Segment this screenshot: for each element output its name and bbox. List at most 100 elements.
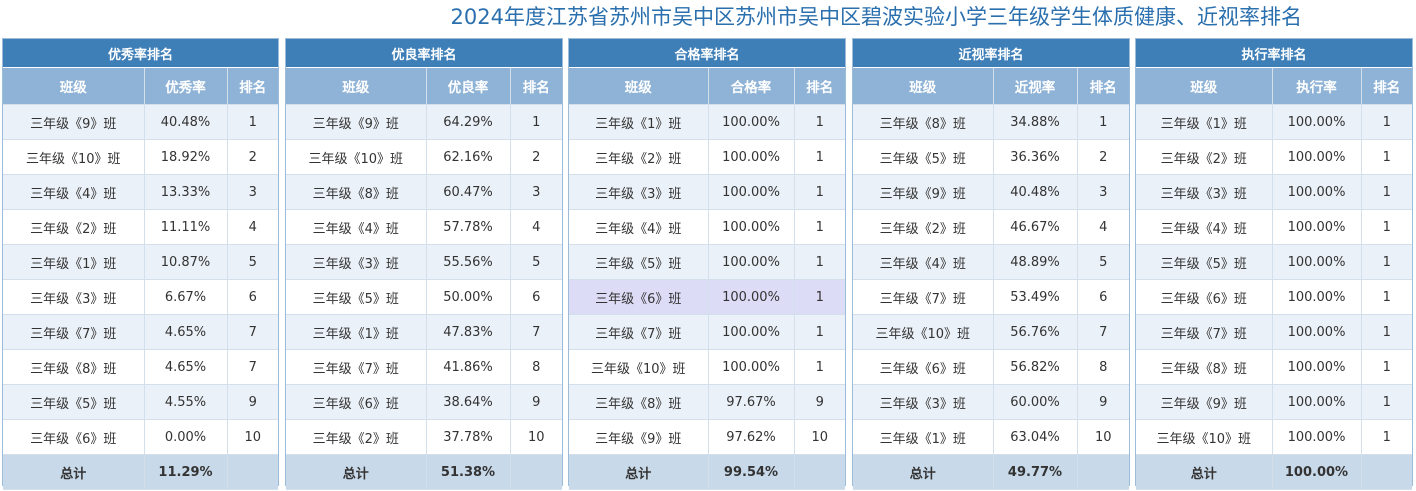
table-row[interactable]: 三年级《3》班 55.56% 5: [286, 244, 562, 280]
table-row[interactable]: 三年级《4》班 57.78% 4: [286, 209, 562, 245]
table-row[interactable]: 三年级《2》班 100.00% 1: [1136, 139, 1412, 175]
column-header-class[interactable]: 班级: [853, 67, 994, 105]
table-row[interactable]: 三年级《1》班 100.00% 1: [1136, 104, 1412, 140]
column-header-rate[interactable]: 近视率: [993, 67, 1078, 105]
table-row[interactable]: 三年级《2》班 46.67% 4: [853, 209, 1129, 245]
rate-cell: 55.56%: [426, 244, 511, 280]
rate-cell: 100.00%: [708, 244, 795, 280]
table-row[interactable]: 三年级《1》班 10.87% 5: [3, 244, 278, 280]
table-row[interactable]: 三年级《5》班 50.00% 6: [286, 279, 562, 315]
table-row[interactable]: 三年级《1》班 63.04% 10: [853, 419, 1129, 455]
class-cell: 三年级《4》班: [853, 244, 994, 280]
table-row-highlighted[interactable]: 三年级《6》班 100.00% 1: [569, 279, 845, 315]
table-row[interactable]: 三年级《10》班 18.92% 2: [3, 139, 278, 175]
table-row[interactable]: 三年级《2》班 100.00% 1: [569, 139, 845, 175]
table-row[interactable]: 三年级《5》班 36.36% 2: [853, 139, 1129, 175]
table-row[interactable]: 三年级《7》班 100.00% 1: [569, 314, 845, 350]
class-cell: 三年级《2》班: [1136, 139, 1273, 175]
ranking-table: 合格率排名 班级 合格率 排名 三年级《1》班 100.00% 1 三年级《2》班 1…: [569, 39, 845, 490]
class-cell: 三年级《5》班: [853, 139, 994, 175]
table-row[interactable]: 三年级《5》班 100.00% 1: [1136, 244, 1412, 280]
table-row[interactable]: 三年级《8》班 4.65% 7: [3, 349, 278, 385]
column-header-class[interactable]: 班级: [3, 67, 145, 105]
column-header-rank[interactable]: 排名: [510, 67, 562, 105]
rate-cell: 13.33%: [144, 174, 228, 210]
table-row[interactable]: 三年级《10》班 56.76% 7: [853, 314, 1129, 350]
rank-cell: 2: [1077, 139, 1129, 175]
panel-title: 近视率排名: [853, 39, 1129, 68]
table-row[interactable]: 三年级《3》班 100.00% 1: [1136, 174, 1412, 210]
column-header-rate[interactable]: 执行率: [1272, 67, 1362, 105]
column-header-class[interactable]: 班级: [286, 67, 427, 105]
class-cell: 三年级《2》班: [569, 139, 709, 175]
rank-cell: 5: [227, 244, 278, 280]
table-row[interactable]: 三年级《8》班 60.47% 3: [286, 174, 562, 210]
column-header-rank[interactable]: 排名: [227, 67, 278, 105]
table-row[interactable]: 三年级《6》班 0.00% 10: [3, 419, 278, 455]
ranking-table: 优良率排名 班级 优良率 排名 三年级《9》班 64.29% 1 三年级《10》班 6…: [286, 39, 562, 490]
ranking-table: 执行率排名 班级 执行率 排名 三年级《1》班 100.00% 1 三年级《2》班 1…: [1136, 39, 1412, 490]
table-row[interactable]: 三年级《2》班 11.11% 4: [3, 209, 278, 245]
table-row[interactable]: 三年级《9》班 100.00% 1: [1136, 384, 1412, 420]
column-header-rank[interactable]: 排名: [1361, 67, 1412, 105]
rank-cell: 10: [794, 419, 845, 455]
table-row[interactable]: 三年级《10》班 62.16% 2: [286, 139, 562, 175]
table-row[interactable]: 三年级《4》班 100.00% 1: [569, 209, 845, 245]
table-row[interactable]: 三年级《6》班 100.00% 1: [1136, 279, 1412, 315]
table-row[interactable]: 三年级《7》班 4.65% 7: [3, 314, 278, 350]
total-empty-cell: [1361, 454, 1412, 490]
table-row[interactable]: 三年级《8》班 34.88% 1: [853, 104, 1129, 140]
panel-title: 执行率排名: [1136, 39, 1412, 68]
table-row[interactable]: 三年级《9》班 40.48% 3: [853, 174, 1129, 210]
rate-cell: 4.65%: [144, 349, 228, 385]
panel-pass-rate: 合格率排名 班级 合格率 排名 三年级《1》班 100.00% 1 三年级《2》班 1…: [568, 38, 846, 490]
table-row[interactable]: 三年级《4》班 13.33% 3: [3, 174, 278, 210]
table-row[interactable]: 三年级《8》班 100.00% 1: [1136, 349, 1412, 385]
table-row[interactable]: 三年级《9》班 64.29% 1: [286, 104, 562, 140]
table-row[interactable]: 三年级《6》班 56.82% 8: [853, 349, 1129, 385]
table-row[interactable]: 三年级《7》班 41.86% 8: [286, 349, 562, 385]
total-value: 11.29%: [144, 454, 228, 490]
class-cell: 三年级《10》班: [3, 139, 145, 175]
column-header-class[interactable]: 班级: [1136, 67, 1273, 105]
class-cell: 三年级《4》班: [1136, 209, 1273, 245]
table-row[interactable]: 三年级《6》班 38.64% 9: [286, 384, 562, 420]
column-header-rank[interactable]: 排名: [1077, 67, 1129, 105]
column-header-rate[interactable]: 合格率: [708, 67, 795, 105]
rate-cell: 40.48%: [993, 174, 1078, 210]
table-row[interactable]: 三年级《9》班 97.62% 10: [569, 419, 845, 455]
table-row[interactable]: 三年级《1》班 100.00% 1: [569, 104, 845, 140]
table-row[interactable]: 三年级《7》班 100.00% 1: [1136, 314, 1412, 350]
table-row[interactable]: 三年级《10》班 100.00% 1: [1136, 419, 1412, 455]
class-cell: 三年级《5》班: [1136, 244, 1273, 280]
table-row[interactable]: 三年级《7》班 53.49% 6: [853, 279, 1129, 315]
rank-cell: 6: [1077, 279, 1129, 315]
table-row[interactable]: 三年级《3》班 100.00% 1: [569, 174, 845, 210]
table-row[interactable]: 三年级《2》班 37.78% 10: [286, 419, 562, 455]
column-header-class[interactable]: 班级: [569, 67, 709, 105]
table-row[interactable]: 三年级《3》班 60.00% 9: [853, 384, 1129, 420]
rank-cell: 2: [227, 139, 278, 175]
class-cell: 三年级《10》班: [1136, 419, 1273, 455]
rate-cell: 6.67%: [144, 279, 228, 315]
table-row[interactable]: 三年级《5》班 100.00% 1: [569, 244, 845, 280]
table-row[interactable]: 三年级《10》班 100.00% 1: [569, 349, 845, 385]
rate-cell: 100.00%: [1272, 384, 1362, 420]
table-row[interactable]: 三年级《1》班 47.83% 7: [286, 314, 562, 350]
rate-cell: 60.00%: [993, 384, 1078, 420]
column-header-rate[interactable]: 优秀率: [144, 67, 228, 105]
table-row[interactable]: 三年级《9》班 40.48% 1: [3, 104, 278, 140]
class-cell: 三年级《2》班: [853, 209, 994, 245]
rate-cell: 11.11%: [144, 209, 228, 245]
class-cell: 三年级《7》班: [1136, 314, 1273, 350]
table-row[interactable]: 三年级《4》班 100.00% 1: [1136, 209, 1412, 245]
table-row[interactable]: 三年级《3》班 6.67% 6: [3, 279, 278, 315]
column-header-rank[interactable]: 排名: [794, 67, 845, 105]
ranking-table: 优秀率排名 班级 优秀率 排名 三年级《9》班 40.48% 1 三年级《10》班 1…: [3, 39, 278, 490]
rate-cell: 38.64%: [426, 384, 511, 420]
table-row[interactable]: 三年级《4》班 48.89% 5: [853, 244, 1129, 280]
column-header-rate[interactable]: 优良率: [426, 67, 511, 105]
table-row[interactable]: 三年级《5》班 4.55% 9: [3, 384, 278, 420]
table-row[interactable]: 三年级《8》班 97.67% 9: [569, 384, 845, 420]
rate-cell: 100.00%: [1272, 104, 1362, 140]
